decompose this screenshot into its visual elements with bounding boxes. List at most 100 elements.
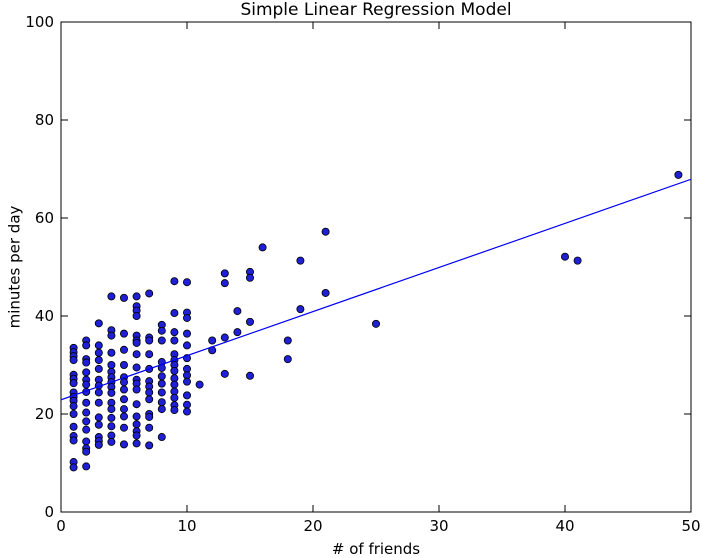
y-tick-label: 60 xyxy=(35,209,54,227)
data-point xyxy=(157,336,166,345)
data-point xyxy=(674,170,683,179)
data-point xyxy=(157,405,166,414)
data-point xyxy=(94,420,103,429)
axis-ticks: 0 10 20 30 40 50 0 20 40 60 80 100 xyxy=(25,13,700,535)
data-point xyxy=(182,407,191,416)
x-tick-label: 0 xyxy=(56,517,66,535)
data-point xyxy=(233,328,242,337)
data-point xyxy=(120,412,129,421)
data-point xyxy=(94,341,103,350)
data-point xyxy=(107,437,116,446)
data-point xyxy=(107,348,116,357)
data-point xyxy=(82,447,91,456)
y-tick-label: 40 xyxy=(35,307,54,325)
data-point xyxy=(132,292,141,301)
data-point xyxy=(170,309,179,318)
y-tick-label: 80 xyxy=(35,111,54,129)
data-point xyxy=(82,437,91,446)
y-tick-label: 20 xyxy=(35,405,54,423)
data-point xyxy=(132,431,141,440)
data-point xyxy=(245,273,254,282)
data-point xyxy=(573,256,582,265)
x-axis-label: # of friends xyxy=(332,540,420,558)
x-tick-label: 10 xyxy=(177,517,196,535)
data-point xyxy=(82,368,91,377)
data-point xyxy=(157,379,166,388)
data-point xyxy=(145,441,154,450)
data-point xyxy=(182,400,191,409)
data-point xyxy=(220,333,229,342)
y-axis-label: minutes per day xyxy=(5,205,23,328)
data-point xyxy=(132,350,141,359)
data-point xyxy=(157,388,166,397)
data-point xyxy=(296,256,305,265)
data-point xyxy=(132,311,141,320)
y-tick-label: 100 xyxy=(25,13,54,31)
data-point xyxy=(107,331,116,340)
data-points xyxy=(69,170,683,472)
data-point xyxy=(145,412,154,421)
data-point xyxy=(82,462,91,471)
x-tick-label: 30 xyxy=(429,517,448,535)
data-point xyxy=(170,328,179,337)
data-point xyxy=(296,305,305,314)
data-point xyxy=(157,372,166,381)
data-point xyxy=(120,395,129,404)
data-point xyxy=(82,408,91,417)
data-point xyxy=(82,380,91,389)
data-point xyxy=(132,400,141,409)
data-point xyxy=(120,345,129,354)
data-point xyxy=(94,413,103,422)
data-point xyxy=(132,439,141,448)
data-point xyxy=(245,317,254,326)
data-point xyxy=(69,356,78,365)
x-tick-label: 40 xyxy=(555,517,574,535)
data-point xyxy=(107,422,116,431)
data-point xyxy=(182,391,191,400)
data-point xyxy=(182,313,191,322)
data-point xyxy=(107,405,116,414)
data-point xyxy=(132,363,141,372)
regression-line-layer xyxy=(61,178,691,401)
data-point xyxy=(132,385,141,394)
data-point xyxy=(120,405,129,414)
data-point xyxy=(69,409,78,418)
x-tick-label: 20 xyxy=(303,517,322,535)
data-point xyxy=(94,356,103,365)
x-tick-label: 50 xyxy=(681,517,700,535)
data-point xyxy=(170,380,179,389)
data-point xyxy=(170,366,179,375)
data-point xyxy=(145,336,154,345)
data-point xyxy=(82,398,91,407)
data-point xyxy=(245,371,254,380)
regression-line xyxy=(61,178,691,401)
data-point xyxy=(182,341,191,350)
data-point xyxy=(145,423,154,432)
data-point xyxy=(69,402,78,411)
data-point xyxy=(170,406,179,415)
data-point xyxy=(82,358,91,367)
data-point xyxy=(120,293,129,302)
data-point xyxy=(107,360,116,369)
data-point xyxy=(94,388,103,397)
data-point xyxy=(170,336,179,345)
data-point xyxy=(233,307,242,316)
data-point xyxy=(120,423,129,432)
data-point xyxy=(107,388,116,397)
data-point xyxy=(145,395,154,404)
data-point xyxy=(283,355,292,364)
data-point xyxy=(132,412,141,421)
data-point xyxy=(157,398,166,407)
data-point xyxy=(145,289,154,298)
data-point xyxy=(94,348,103,357)
data-point xyxy=(321,227,330,236)
data-point xyxy=(182,329,191,338)
data-point xyxy=(283,336,292,345)
data-point xyxy=(120,440,129,449)
data-point xyxy=(195,380,204,389)
data-point xyxy=(94,319,103,328)
data-point xyxy=(120,378,129,387)
data-point xyxy=(69,463,78,472)
data-point xyxy=(220,369,229,378)
